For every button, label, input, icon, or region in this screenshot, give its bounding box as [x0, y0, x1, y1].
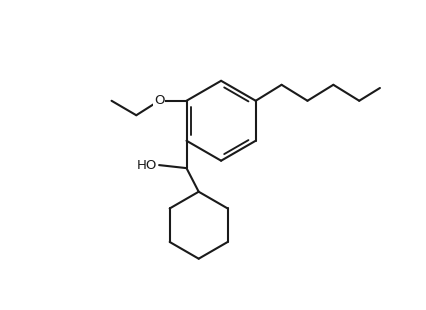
Text: HO: HO [136, 159, 157, 171]
Text: O: O [153, 94, 164, 107]
